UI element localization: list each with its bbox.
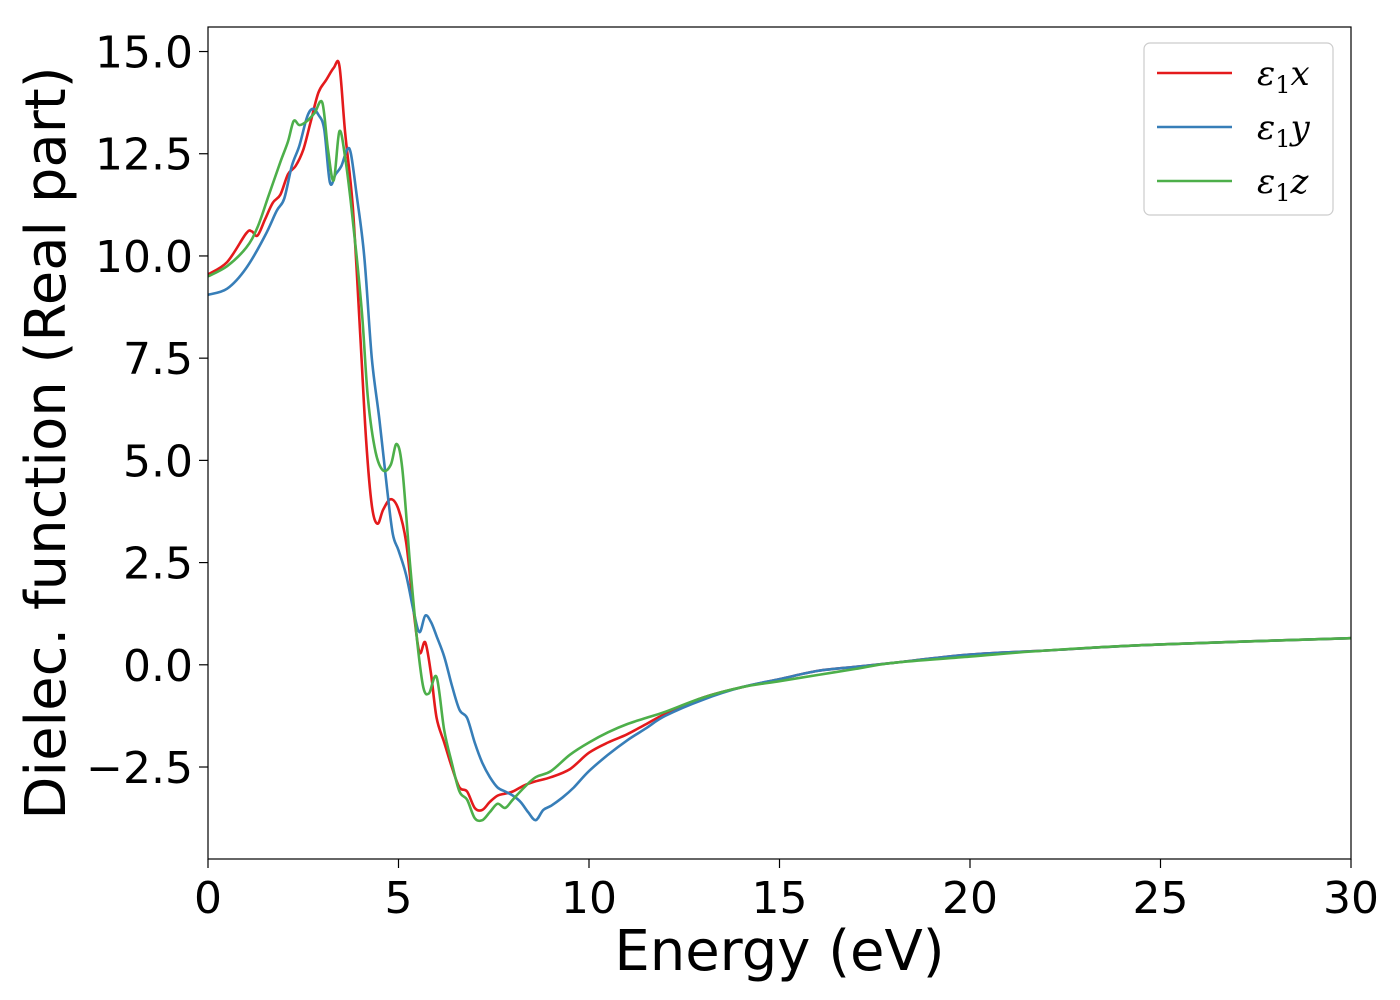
legend-label: ε1z [1257,162,1310,207]
legend-label: ε1x [1257,54,1310,99]
y-tick-label: 5.0 [123,436,193,487]
y-tick-label: 15.0 [95,28,193,79]
series-layer [208,59,1351,823]
series-line-1 [208,107,1351,822]
x-axis-label: Energy (eV) [614,919,944,984]
y-tick-label: 10.0 [95,232,193,283]
y-tick-label: 12.5 [95,130,193,181]
legend: ε1x ε1y ε1z [1143,42,1334,216]
y-axis: −2.5 0.0 2.5 5.0 7.5 10.0 12.5 15.0 [86,28,208,794]
legend-box [1143,42,1334,216]
x-tick-label: 5 [385,873,413,924]
series-line-2 [208,99,1351,823]
x-axis: 0 5 10 15 20 25 30 [194,859,1379,924]
x-tick-label: 10 [561,873,617,924]
y-tick-label: 0.0 [123,641,193,692]
y-tick-label: −2.5 [86,743,193,794]
x-tick-label: 15 [752,873,808,924]
legend-label: ε1y [1257,108,1311,153]
x-tick-label: 25 [1133,873,1189,924]
x-tick-label: 30 [1323,873,1379,924]
y-tick-label: 7.5 [123,334,193,385]
y-axis-label: Dielec. function (Real part) [14,66,79,819]
x-tick-label: 20 [942,873,998,924]
y-tick-label: 2.5 [123,539,193,590]
x-tick-label: 0 [194,873,222,924]
